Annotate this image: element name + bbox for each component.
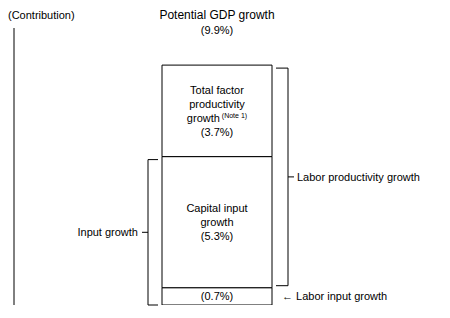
svg-text:Capital input: Capital input: [186, 202, 247, 214]
svg-text:growth (Note 1): growth (Note 1): [187, 112, 247, 124]
svg-text:(9.9%): (9.9%): [201, 24, 233, 36]
svg-text:Labor productivity growth: Labor productivity growth: [297, 171, 420, 183]
svg-text:(3.7%): (3.7%): [201, 126, 233, 138]
svg-text:(0.7%): (0.7%): [201, 290, 233, 302]
svg-text:Potential GDP growth: Potential GDP growth: [159, 8, 274, 22]
svg-text:(5.3%): (5.3%): [201, 230, 233, 242]
svg-text:Input growth: Input growth: [77, 226, 138, 238]
svg-text:growth: growth: [200, 216, 233, 228]
svg-text:productivity: productivity: [189, 98, 245, 110]
svg-text:← Labor input growth: ← Labor input growth: [282, 290, 387, 302]
svg-text:Total factor: Total factor: [190, 84, 244, 96]
svg-text:(Contribution): (Contribution): [8, 9, 75, 21]
